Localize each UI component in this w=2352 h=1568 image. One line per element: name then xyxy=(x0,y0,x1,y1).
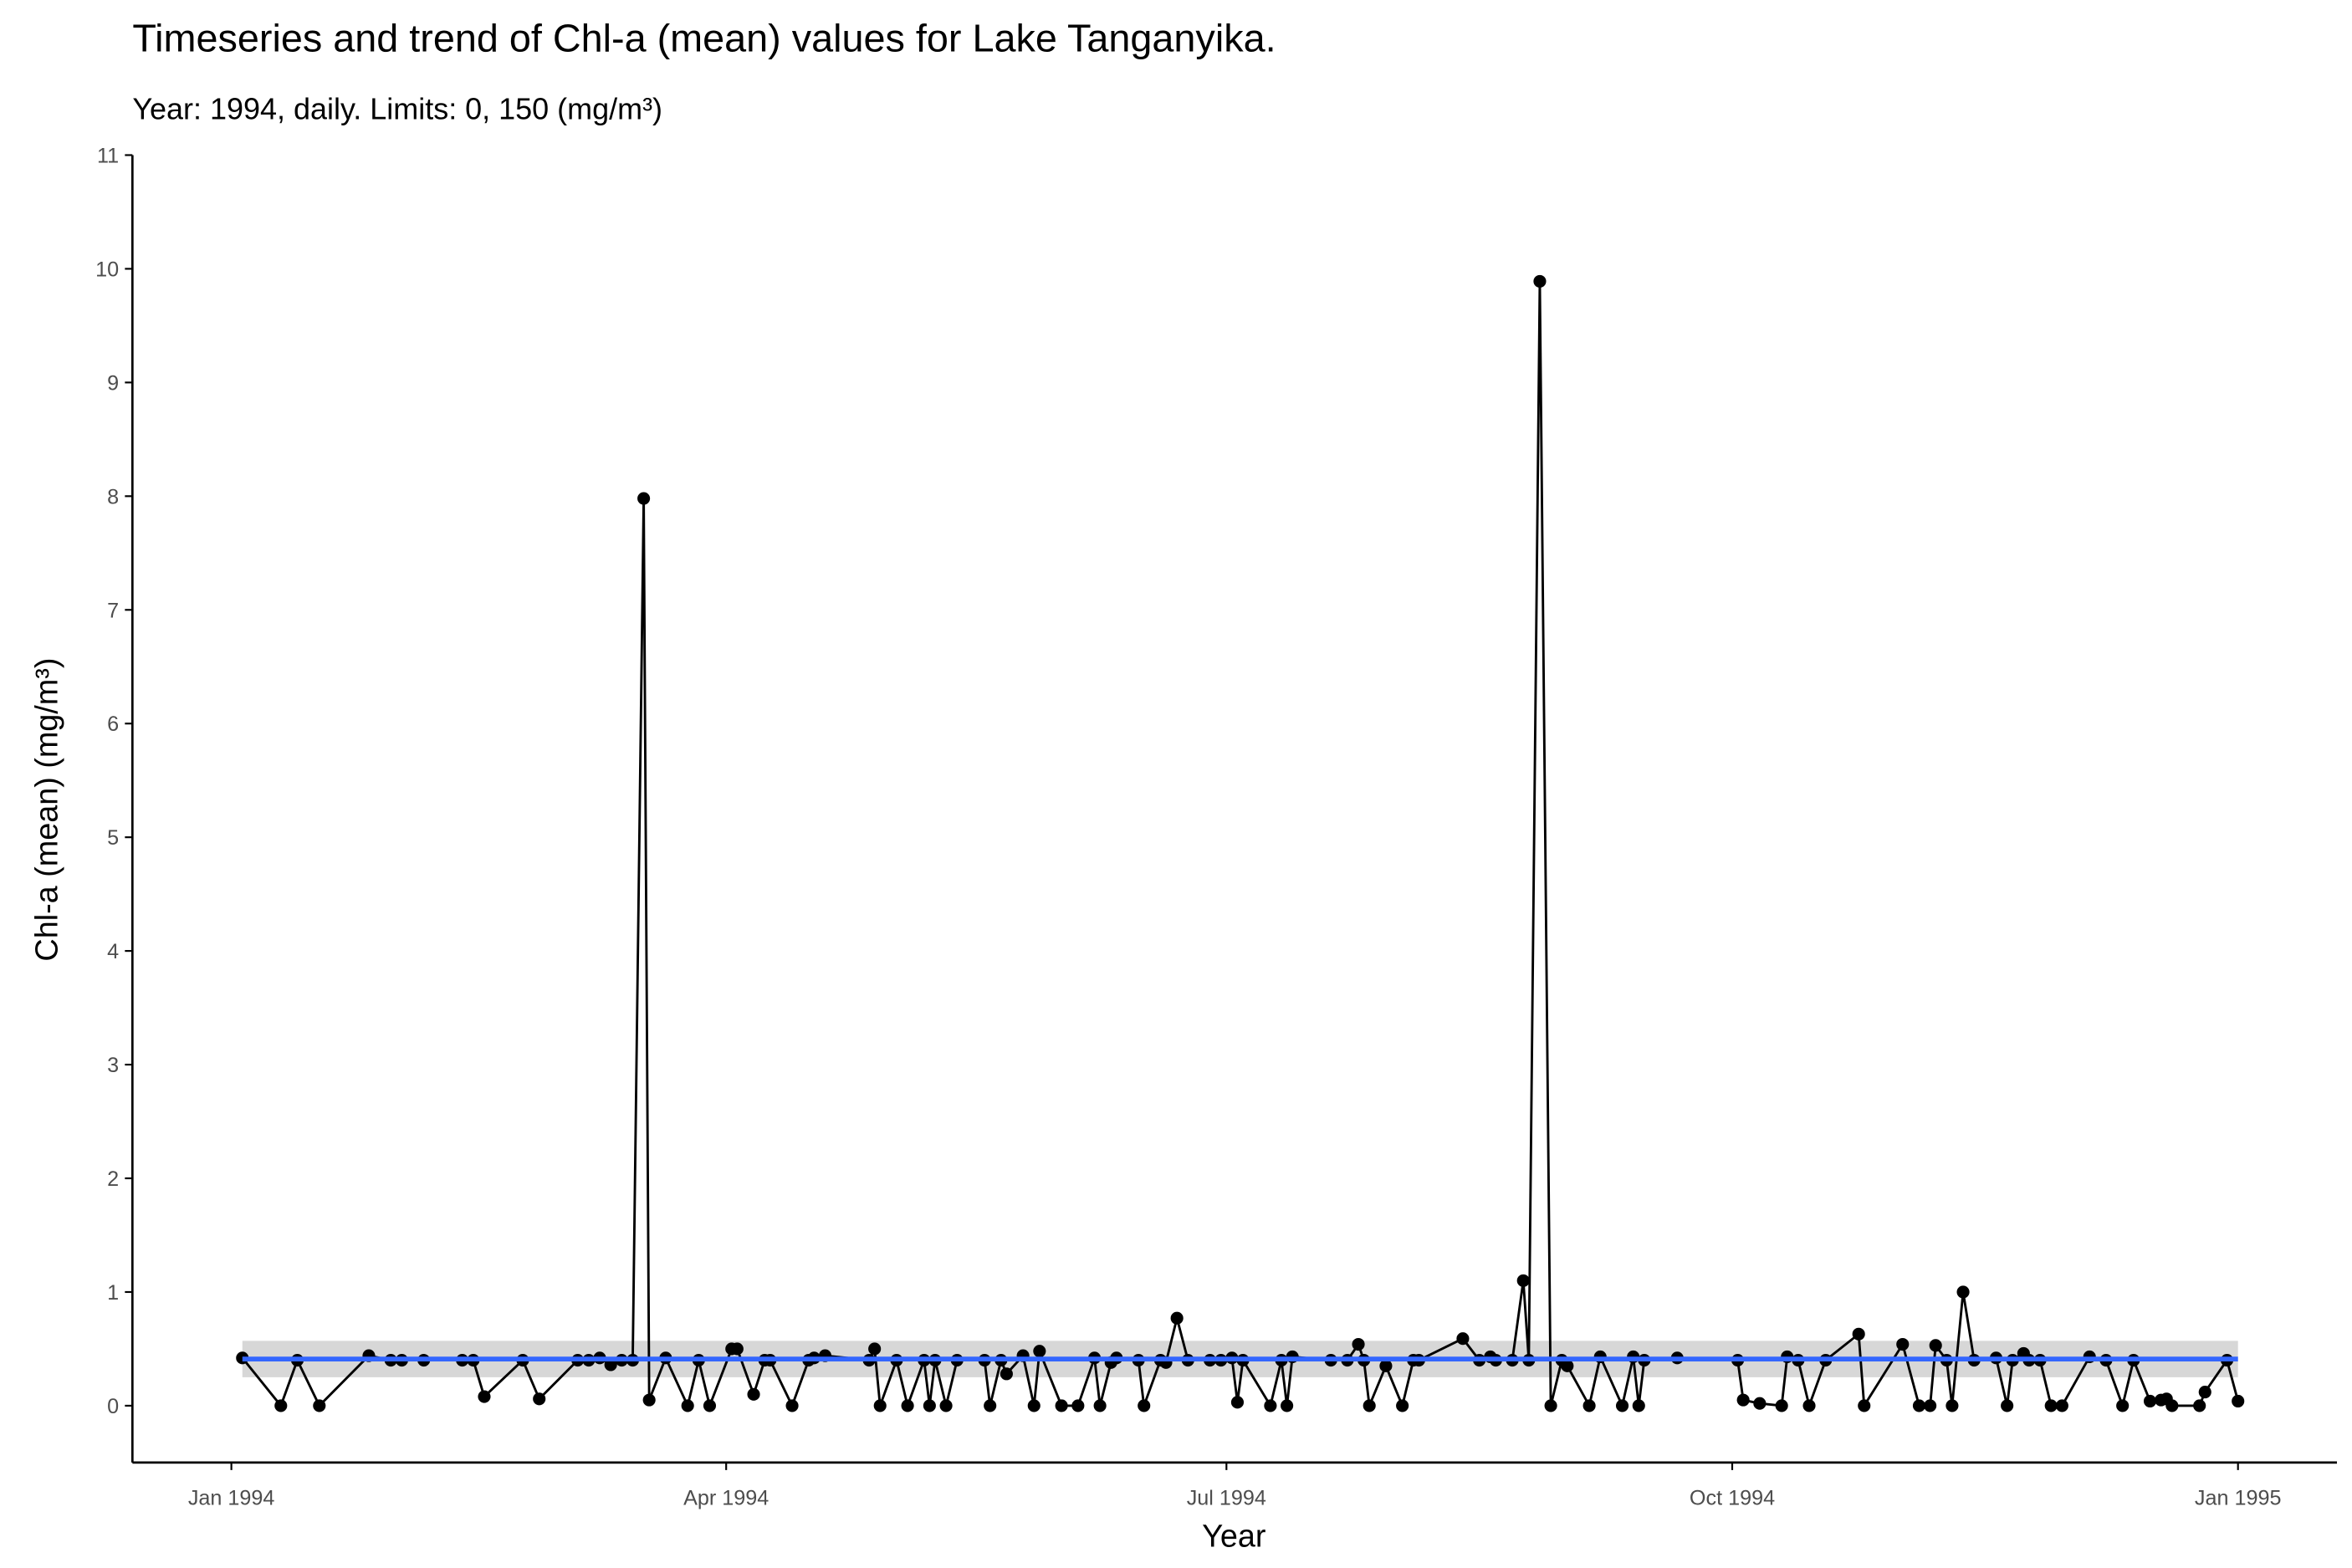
data-point xyxy=(1379,1359,1393,1372)
data-point xyxy=(1852,1327,1865,1341)
data-point xyxy=(1033,1345,1046,1358)
data-point xyxy=(2193,1399,2206,1412)
data-point xyxy=(1456,1332,1470,1346)
data-point xyxy=(2055,1399,2068,1412)
data-point xyxy=(313,1399,326,1412)
data-point xyxy=(1516,1274,1530,1287)
chart-title: Timeseries and trend of Chl-a (mean) val… xyxy=(132,16,1276,59)
y-tick-label: 0 xyxy=(107,1395,119,1418)
data-point xyxy=(1615,1399,1629,1412)
data-point xyxy=(939,1399,953,1412)
y-tick-label: 11 xyxy=(97,144,119,167)
data-point xyxy=(873,1399,887,1412)
data-point xyxy=(2116,1399,2130,1412)
data-point xyxy=(868,1342,882,1356)
data-point xyxy=(1071,1399,1085,1412)
x-tick-label: Jul 1994 xyxy=(1187,1486,1266,1509)
data-point xyxy=(1912,1399,1926,1412)
y-tick-label: 5 xyxy=(107,826,119,850)
data-point xyxy=(1544,1399,1557,1412)
data-point xyxy=(1736,1393,1750,1407)
y-axis-label: Chl-a (mean) (mg/m³) xyxy=(29,658,64,962)
data-point xyxy=(2165,1399,2179,1412)
data-point xyxy=(1753,1397,1767,1410)
data-point xyxy=(1000,1367,1013,1381)
y-tick-label: 9 xyxy=(107,371,119,395)
data-point xyxy=(1561,1359,1574,1372)
y-tick-label: 4 xyxy=(107,940,119,963)
data-point xyxy=(1352,1337,1365,1351)
data-point xyxy=(785,1399,799,1412)
data-point xyxy=(1929,1339,1942,1352)
y-tick-label: 1 xyxy=(107,1281,119,1305)
data-point xyxy=(1264,1399,1277,1412)
data-point xyxy=(1170,1311,1184,1325)
y-tick-label: 7 xyxy=(107,599,119,622)
y-tick-label: 10 xyxy=(95,258,119,281)
data-point xyxy=(533,1392,546,1406)
data-point xyxy=(2001,1399,2014,1412)
data-point xyxy=(1281,1399,1294,1412)
data-point xyxy=(984,1399,997,1412)
data-point xyxy=(637,492,651,505)
chart-subtitle: Year: 1994, daily. Limits: 0, 150 (mg/m³… xyxy=(132,91,662,125)
data-point xyxy=(681,1399,694,1412)
data-point xyxy=(1055,1399,1068,1412)
data-point xyxy=(2044,1399,2058,1412)
data-point xyxy=(1924,1399,1937,1412)
x-tick-label: Oct 1994 xyxy=(1690,1486,1775,1509)
data-point xyxy=(1956,1285,1970,1299)
data-point xyxy=(1027,1399,1041,1412)
x-axis-label: Year xyxy=(1202,1519,1265,1555)
data-point xyxy=(2143,1394,2157,1408)
data-point xyxy=(274,1399,288,1412)
data-point xyxy=(1946,1399,1959,1412)
data-point xyxy=(1533,274,1547,288)
data-point xyxy=(923,1399,936,1412)
data-line xyxy=(241,281,2240,1411)
y-tick-label: 3 xyxy=(107,1054,119,1077)
data-point xyxy=(1230,1396,1245,1409)
data-point xyxy=(1775,1399,1788,1412)
data-point xyxy=(1802,1399,1816,1412)
data-point xyxy=(1396,1399,1409,1412)
data-point xyxy=(1858,1399,1871,1412)
data-point xyxy=(747,1387,760,1401)
data-point xyxy=(1896,1337,1910,1351)
data-point xyxy=(901,1399,914,1412)
data-point xyxy=(478,1390,491,1403)
data-point xyxy=(642,1393,656,1407)
data-point xyxy=(2232,1394,2245,1408)
data-point xyxy=(703,1399,717,1412)
x-tick-label: Apr 1994 xyxy=(683,1486,769,1509)
data-point xyxy=(2198,1386,2211,1399)
data-point xyxy=(604,1358,617,1371)
data-point xyxy=(1093,1399,1107,1412)
y-tick-label: 6 xyxy=(107,712,119,736)
data-point xyxy=(1582,1399,1596,1412)
y-tick-label: 8 xyxy=(107,485,119,508)
data-point xyxy=(1632,1399,1645,1412)
x-tick-label: Jan 1994 xyxy=(188,1486,275,1509)
data-point xyxy=(1138,1399,1151,1412)
data-point xyxy=(1363,1399,1376,1412)
y-tick-label: 2 xyxy=(107,1167,119,1191)
x-tick-label: Jan 1995 xyxy=(2195,1486,2282,1509)
data-point xyxy=(730,1342,744,1356)
